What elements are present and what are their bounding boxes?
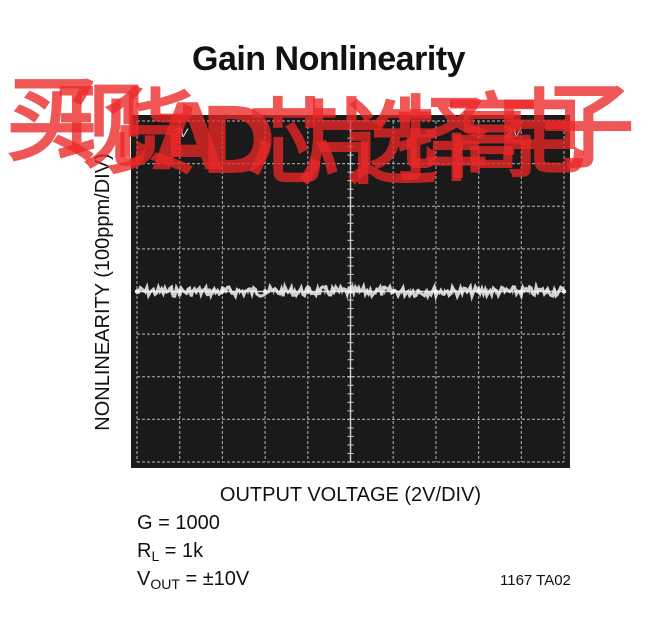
rl-subscript: L: [151, 548, 160, 564]
x-axis-label: OUTPUT VOLTAGE (2V/DIV): [219, 484, 482, 506]
vout-value: = ±10V: [179, 568, 250, 590]
rl-value: = 1k: [159, 540, 204, 562]
data-point: [177, 289, 182, 294]
trace-line: [136, 280, 565, 302]
output-condition: VOUT = ±10V: [137, 568, 249, 592]
y-axis-label: NONLINEARITY (100ppm/DIV): [92, 153, 114, 431]
data-point: [519, 289, 524, 294]
data-point: [305, 289, 310, 294]
data-point: [433, 289, 439, 294]
plot-area: -2V 2V: [134, 120, 567, 463]
vout-subscript: OUT: [150, 576, 180, 592]
data-point: [561, 289, 567, 294]
rl-symbol: R: [137, 540, 152, 562]
figure-id: 1167 TA02: [500, 572, 571, 589]
watermark-glyph: 买: [6, 67, 99, 174]
marker-label-right: 2V: [505, 126, 522, 140]
data-point: [134, 289, 140, 294]
gain-condition: G = 1000: [137, 512, 220, 535]
data-point: [348, 289, 353, 294]
chart-title: Gain Nonlinearity: [192, 40, 466, 78]
data-point: [391, 289, 396, 294]
data-point: [220, 289, 225, 294]
oscilloscope-screen: -2V 2V: [131, 115, 570, 468]
data-point: [476, 289, 481, 294]
vout-symbol: V: [137, 568, 151, 590]
marker-label-left: -2V: [169, 126, 189, 140]
data-point: [262, 289, 268, 294]
gain-text: G = 1000: [137, 512, 220, 534]
load-condition: RL = 1k: [137, 540, 203, 564]
